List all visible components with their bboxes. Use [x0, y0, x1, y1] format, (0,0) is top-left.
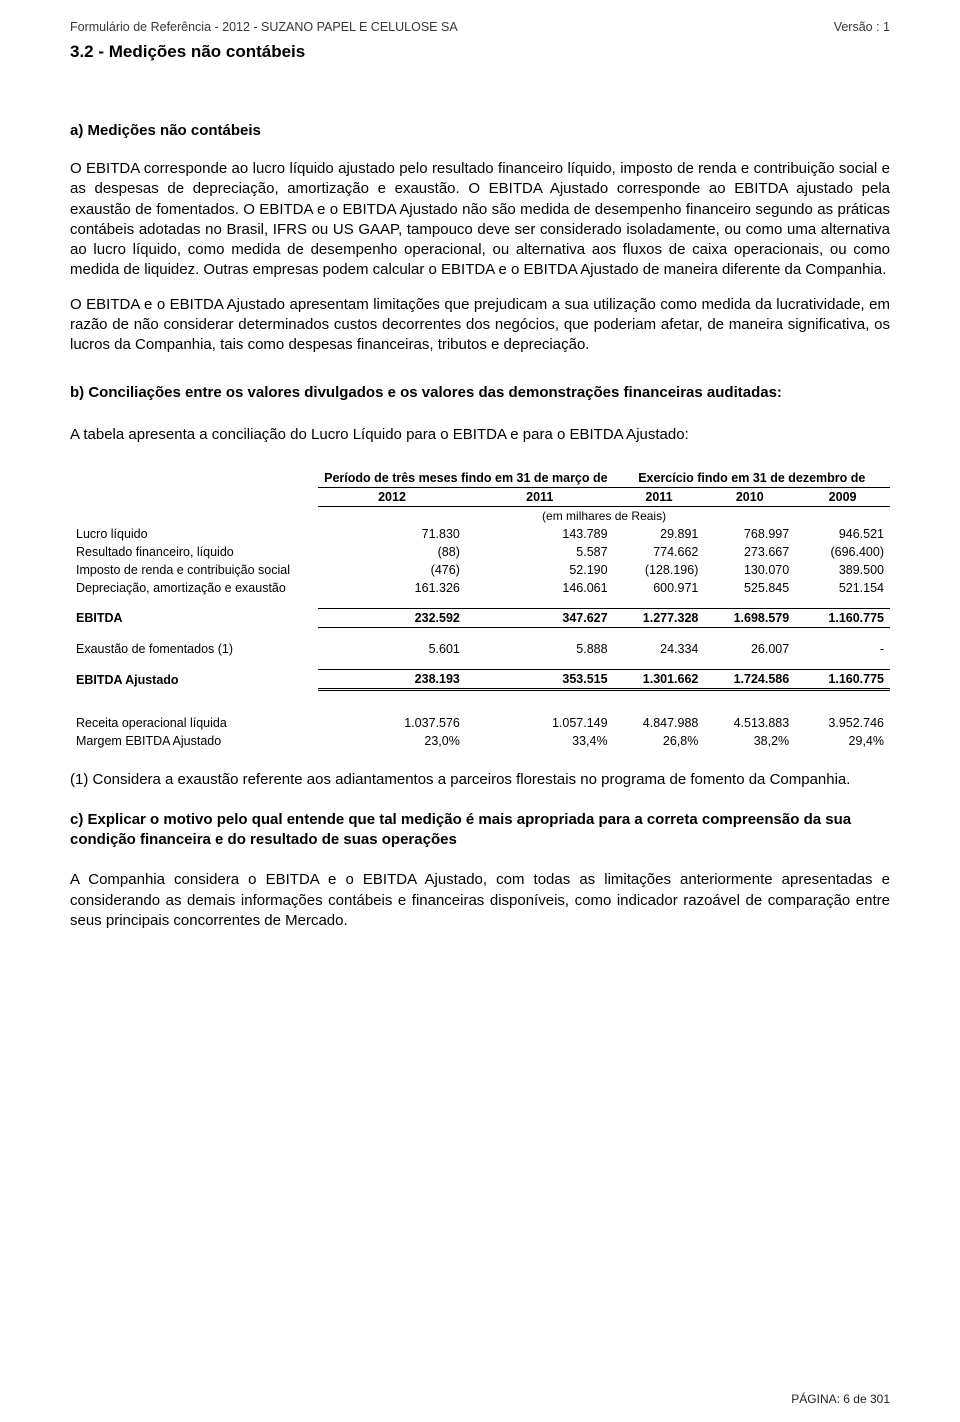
cell: 5.587 [466, 543, 614, 561]
cell: (128.196) [614, 561, 705, 579]
cell: 1.057.149 [466, 714, 614, 732]
cell: 26,8% [614, 732, 705, 750]
header-left: Formulário de Referência - 2012 - SUZANO… [70, 20, 458, 34]
cell: 5.601 [318, 640, 466, 658]
row-label: Imposto de renda e contribuição social [70, 561, 318, 579]
cell: 161.326 [318, 579, 466, 597]
cell: 353.515 [466, 670, 614, 690]
paragraph-1: O EBITDA corresponde ao lucro líquido aj… [70, 159, 890, 281]
col-2011b: 2011 [614, 487, 705, 506]
col-group-3m: Período de três meses findo em 31 de mar… [318, 469, 613, 488]
col-2012: 2012 [318, 487, 466, 506]
cell: 38,2% [704, 732, 795, 750]
cell: 29,4% [795, 732, 890, 750]
cell: 1.301.662 [614, 670, 705, 690]
table-row: Exaustão de fomentados (1) 5.601 5.888 2… [70, 640, 890, 658]
cell: 23,0% [318, 732, 466, 750]
row-label: EBITDA Ajustado [70, 670, 318, 690]
cell: 1.037.576 [318, 714, 466, 732]
cell: (476) [318, 561, 466, 579]
cell: 1.277.328 [614, 609, 705, 628]
cell: 1.724.586 [704, 670, 795, 690]
cell: 3.952.746 [795, 714, 890, 732]
table-intro: A tabela apresenta a conciliação do Lucr… [70, 426, 890, 443]
header-right: Versão : 1 [834, 20, 890, 34]
cell: 5.888 [466, 640, 614, 658]
page-header: Formulário de Referência - 2012 - SUZANO… [70, 20, 890, 34]
ebitda-row: EBITDA 232.592 347.627 1.277.328 1.698.5… [70, 609, 890, 628]
page-footer: PÁGINA: 6 de 301 [791, 1392, 890, 1406]
cell: 525.845 [704, 579, 795, 597]
row-label: Lucro líquido [70, 525, 318, 543]
cell: 33,4% [466, 732, 614, 750]
cell: 143.789 [466, 525, 614, 543]
cell: (696.400) [795, 543, 890, 561]
cell: 1.698.579 [704, 609, 795, 628]
cell: 1.160.775 [795, 670, 890, 690]
table-row: Receita operacional líquida 1.037.576 1.… [70, 714, 890, 732]
cell: 273.667 [704, 543, 795, 561]
subheading-c: c) Explicar o motivo pelo qual entende q… [70, 810, 890, 851]
col-2010: 2010 [704, 487, 795, 506]
table-row: Depreciação, amortização e exaustão 161.… [70, 579, 890, 597]
cell: 600.971 [614, 579, 705, 597]
table-row: Lucro líquido 71.830 143.789 29.891 768.… [70, 525, 890, 543]
cell: 946.521 [795, 525, 890, 543]
cell: 1.160.775 [795, 609, 890, 628]
cell: - [795, 640, 890, 658]
row-label: Receita operacional líquida [70, 714, 318, 732]
document-page: Formulário de Referência - 2012 - SUZANO… [0, 0, 960, 1422]
table-row: Resultado financeiro, líquido (88) 5.587… [70, 543, 890, 561]
col-2009: 2009 [795, 487, 890, 506]
cell: 4.847.988 [614, 714, 705, 732]
cell: 71.830 [318, 525, 466, 543]
cell: 232.592 [318, 609, 466, 628]
row-label: Resultado financeiro, líquido [70, 543, 318, 561]
row-label: Margem EBITDA Ajustado [70, 732, 318, 750]
cell: 130.070 [704, 561, 795, 579]
cell: 4.513.883 [704, 714, 795, 732]
table-row: Imposto de renda e contribuição social (… [70, 561, 890, 579]
unit-label: (em milhares de Reais) [318, 506, 890, 525]
table-row: Margem EBITDA Ajustado 23,0% 33,4% 26,8%… [70, 732, 890, 750]
row-label: Exaustão de fomentados (1) [70, 640, 318, 658]
cell: 24.334 [614, 640, 705, 658]
ebitda-ajustado-row: EBITDA Ajustado 238.193 353.515 1.301.66… [70, 670, 890, 690]
cell: 26.007 [704, 640, 795, 658]
paragraph-3: A Companhia considera o EBITDA e o EBITD… [70, 870, 890, 931]
cell: 146.061 [466, 579, 614, 597]
cell: 768.997 [704, 525, 795, 543]
col-2011a: 2011 [466, 487, 614, 506]
subheading-b: b) Conciliações entre os valores divulga… [70, 383, 890, 403]
table-header-groups: Período de três meses findo em 31 de mar… [70, 469, 890, 488]
cell: 347.627 [466, 609, 614, 628]
col-group-year: Exercício findo em 31 de dezembro de [614, 469, 890, 488]
table-header-years: 2012 2011 2011 2010 2009 [70, 487, 890, 506]
subheading-a: a) Medições não contábeis [70, 122, 890, 139]
row-label: EBITDA [70, 609, 318, 628]
cell: 389.500 [795, 561, 890, 579]
cell: 774.662 [614, 543, 705, 561]
row-label: Depreciação, amortização e exaustão [70, 579, 318, 597]
cell: 29.891 [614, 525, 705, 543]
cell: 238.193 [318, 670, 466, 690]
cell: 521.154 [795, 579, 890, 597]
paragraph-2: O EBITDA e o EBITDA Ajustado apresentam … [70, 295, 890, 356]
footnote-1: (1) Considera a exaustão referente aos a… [70, 770, 890, 790]
table-unit-row: (em milhares de Reais) [70, 506, 890, 525]
section-title: 3.2 - Medições não contábeis [70, 42, 890, 62]
cell: 52.190 [466, 561, 614, 579]
cell: (88) [318, 543, 466, 561]
ebitda-reconciliation-table: Período de três meses findo em 31 de mar… [70, 469, 890, 750]
